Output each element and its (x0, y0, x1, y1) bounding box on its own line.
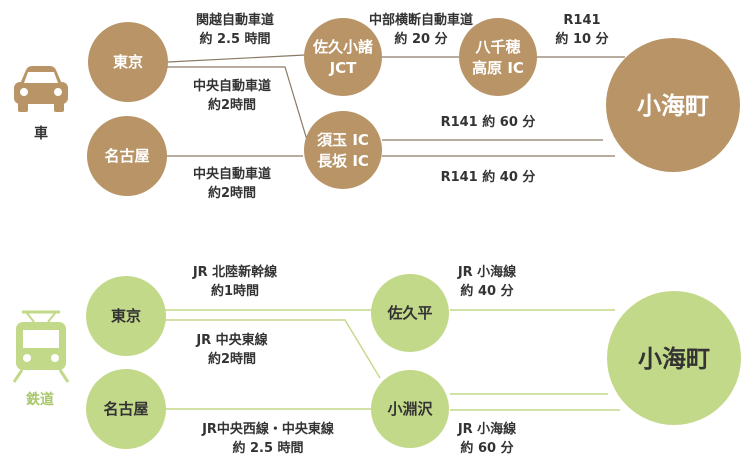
route-rail-chuowest-2: 約 2.5 時間 (232, 440, 303, 456)
node-car-koumi: 小海町 (606, 38, 740, 172)
node-rail-kobuchizawa-label: 小淵沢 (387, 400, 433, 418)
route-car-chuo1-1: 中央自動車道 (193, 78, 271, 94)
node-rail-kobuchizawa: 小淵沢 (371, 370, 449, 448)
route-car-chubu-1: 中部横断自動車道 (369, 12, 473, 28)
route-rail-koumi2-1: JR 小海線 (457, 421, 517, 437)
node-car-saku-jct: 佐久小諸 JCT (304, 18, 382, 96)
car-section: 車 東京 名古屋 佐久小諸 JCT 八千穂 高原 IC 須玉 IC 長坂 IC … (14, 12, 740, 201)
route-car-chuo1-2: 約2時間 (208, 97, 256, 113)
node-rail-nagoya-label: 名古屋 (103, 400, 148, 418)
route-car-r141a-1: R141 (563, 13, 600, 28)
connector-tokyo-saku (167, 54, 306, 63)
node-rail-tokyo-label: 東京 (111, 307, 141, 325)
node-rail-nagoya: 名古屋 (86, 369, 166, 449)
node-rail-sakudaira-label: 佐久平 (386, 304, 432, 322)
node-rail-sakudaira: 佐久平 (371, 274, 449, 352)
route-car-chuo2-1: 中央自動車道 (193, 166, 271, 182)
car-mode-label: 車 (34, 125, 48, 142)
route-rail-hokuriku-2: 約1時間 (211, 283, 259, 299)
route-car-kanetsu-1: 関越自動車道 (196, 12, 274, 28)
node-rail-koumi-label: 小海町 (638, 345, 710, 373)
node-car-sutama-label-2: 長坂 IC (317, 152, 369, 170)
node-rail-koumi: 小海町 (607, 291, 741, 425)
node-car-yachiho-ic: 八千穂 高原 IC (459, 18, 537, 96)
route-rail-chuo-1: JR 中央東線 (195, 332, 268, 348)
route-car-r141a-2: 約 10 分 (555, 31, 608, 47)
route-rail-chuowest-1: JR中央西線・中央東線 (201, 421, 335, 437)
train-icon (12, 310, 70, 383)
route-car-r141c: R141 約 40 分 (441, 169, 536, 185)
route-rail-hokuriku-1: JR 北陸新幹線 (192, 264, 278, 280)
node-car-nagoya: 名古屋 (87, 116, 167, 196)
node-rail-tokyo: 東京 (86, 276, 166, 356)
node-car-sutama-ic: 須玉 IC 長坂 IC (304, 111, 382, 189)
node-car-yachiho-label-1: 八千穂 (474, 38, 520, 56)
rail-mode-label: 鉄道 (26, 391, 54, 408)
connector-tokyo-kobuchizawa (165, 319, 381, 379)
route-rail-koumi2-2: 約 60 分 (460, 440, 513, 456)
car-connectors (166, 54, 625, 157)
route-rail-chuo-2: 約2時間 (208, 351, 256, 367)
node-car-tokyo-label: 東京 (113, 53, 143, 71)
node-car-sutama-label-1: 須玉 IC (316, 131, 369, 149)
node-car-saku-label-2: JCT (329, 59, 358, 77)
node-car-tokyo: 東京 (88, 22, 168, 102)
node-car-yachiho-label-2: 高原 IC (472, 59, 524, 77)
node-car-koumi-label: 小海町 (637, 92, 709, 120)
node-car-nagoya-label: 名古屋 (104, 147, 149, 165)
connector-tokyo-sutama (166, 66, 311, 151)
route-car-chuo2-2: 約2時間 (208, 185, 256, 201)
rail-connectors (165, 309, 620, 411)
rail-section: 鉄道 東京 名古屋 佐久平 小淵沢 小海町 JR 北陸新幹線 約1時間 JR 小… (12, 264, 741, 456)
node-car-saku-label-1: 佐久小諸 (312, 38, 373, 56)
route-rail-koumi1-2: 約 40 分 (460, 283, 513, 299)
route-car-kanetsu-2: 約 2.5 時間 (199, 31, 270, 47)
car-icon (14, 66, 68, 112)
route-car-chubu-2: 約 20 分 (394, 31, 447, 47)
route-car-r141b: R141 約 60 分 (441, 114, 536, 130)
route-rail-koumi1-1: JR 小海線 (457, 264, 517, 280)
